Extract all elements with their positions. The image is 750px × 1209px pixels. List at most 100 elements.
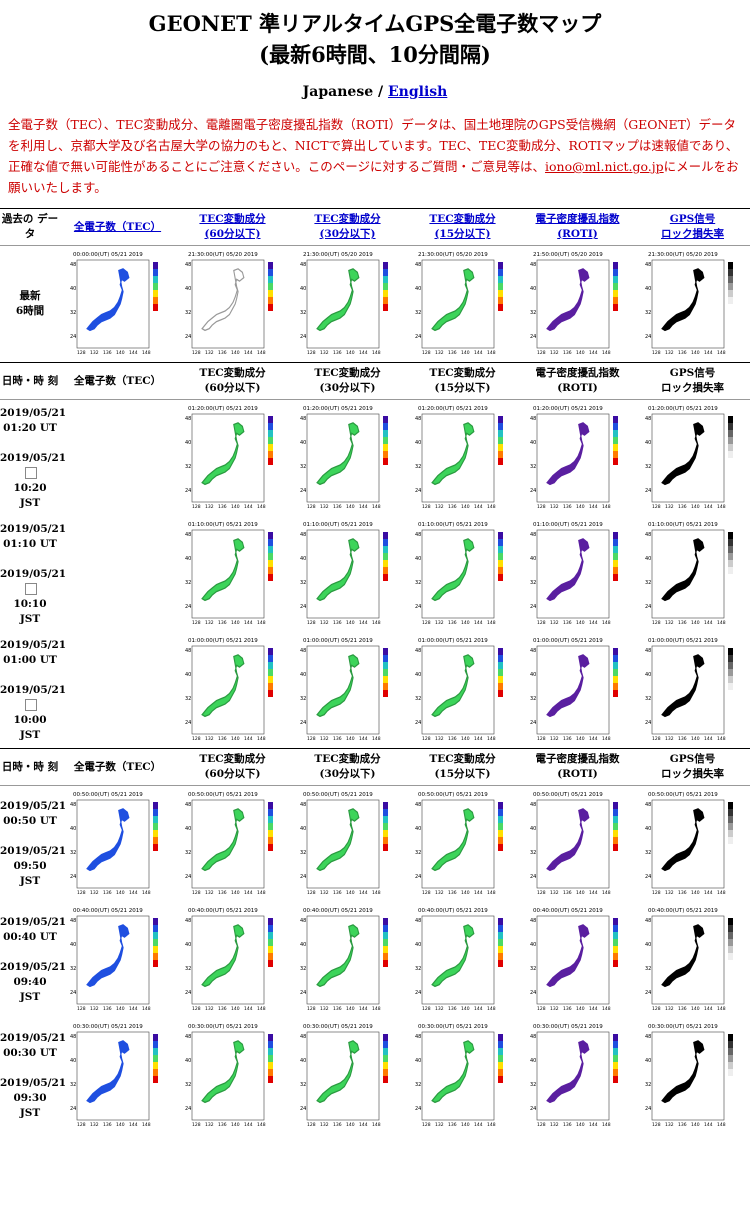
latest-label: 最新 6時間 bbox=[15, 290, 45, 317]
svg-text:24: 24 bbox=[415, 990, 421, 996]
svg-text:128: 128 bbox=[652, 504, 661, 510]
tec-map-cell[interactable]: 00:50:00(UT) 05/21 2019 48 40 32 24 128 132 136… bbox=[60, 786, 175, 903]
tec60-map-cell[interactable]: 00:50:00(UT) 05/21 2019 48 40 32 24 128 132 136… bbox=[175, 786, 290, 903]
latest-tec15-map[interactable]: 21:30:00(UT) 05/20 2019 48 40 32 24 128 132 136… bbox=[405, 246, 520, 363]
svg-text:140: 140 bbox=[576, 350, 585, 356]
map-timestamp: 01:20:00(UT) 05/21 2019 bbox=[188, 406, 258, 412]
svg-text:140: 140 bbox=[231, 1006, 240, 1012]
gps-map-cell[interactable]: 00:50:00(UT) 05/21 2019 48 40 32 24 128 132 136… bbox=[635, 786, 750, 903]
svg-text:48: 48 bbox=[70, 918, 76, 924]
select-checkbox[interactable] bbox=[25, 698, 37, 711]
svg-text:24: 24 bbox=[300, 488, 306, 494]
tec15-link[interactable]: TEC変動成分 (15分以下) bbox=[429, 213, 496, 240]
gps-map-cell[interactable]: 01:10:00(UT) 05/21 2019 48 40 32 24 128 132 136… bbox=[635, 516, 750, 632]
tec30-map-cell[interactable]: 00:40:00(UT) 05/21 2019 48 40 32 24 128 132 136… bbox=[290, 902, 405, 1018]
row-datetime: 2019/05/21 01:20 UT 2019/05/21 10:20 JST bbox=[0, 406, 67, 509]
latest-gps-map[interactable]: 21:30:00(UT) 05/20 2019 48 40 32 24 128 132 136… bbox=[635, 246, 750, 363]
roti-map-cell[interactable]: 01:00:00(UT) 05/21 2019 48 40 32 24 128 132 136… bbox=[520, 632, 635, 749]
tec30-map-cell[interactable]: 01:00:00(UT) 05/21 2019 48 40 32 24 128 132 136… bbox=[290, 632, 405, 749]
tec-link[interactable]: 全電子数（TEC） bbox=[73, 220, 162, 233]
gps-link[interactable]: GPS信号 ロック損失率 bbox=[661, 213, 724, 240]
svg-text:136: 136 bbox=[563, 890, 572, 896]
svg-text:144: 144 bbox=[129, 1006, 138, 1012]
tec60-map-cell[interactable]: 01:20:00(UT) 05/21 2019 48 40 32 24 128 132 136… bbox=[175, 400, 290, 517]
roti-map-cell[interactable]: 01:20:00(UT) 05/21 2019 48 40 32 24 128 132 136… bbox=[520, 400, 635, 517]
roti-map-cell[interactable]: 00:30:00(UT) 05/21 2019 48 40 32 24 128 132 136… bbox=[520, 1018, 635, 1134]
map-timestamp: 00:40:00(UT) 05/21 2019 bbox=[188, 908, 258, 914]
map-row: 2019/05/21 00:30 UT 2019/05/21 09:30 JST 00:3… bbox=[0, 1018, 750, 1134]
select-checkbox[interactable] bbox=[25, 466, 37, 479]
datetime-header: 日時・時 刻 bbox=[0, 748, 60, 786]
svg-text:148: 148 bbox=[602, 1122, 611, 1128]
svg-text:132: 132 bbox=[320, 890, 329, 896]
svg-text:132: 132 bbox=[90, 350, 99, 356]
svg-text:48: 48 bbox=[415, 1034, 421, 1040]
map-timestamp: 01:20:00(UT) 05/21 2019 bbox=[303, 406, 373, 412]
svg-text:148: 148 bbox=[372, 1122, 381, 1128]
tec60-map-cell[interactable]: 01:10:00(UT) 05/21 2019 48 40 32 24 128 132 136… bbox=[175, 516, 290, 632]
svg-text:40: 40 bbox=[300, 826, 306, 832]
map-timestamp: 01:10:00(UT) 05/21 2019 bbox=[648, 522, 718, 528]
tec30-map-cell[interactable]: 00:30:00(UT) 05/21 2019 48 40 32 24 128 132 136… bbox=[290, 1018, 405, 1134]
svg-text:48: 48 bbox=[185, 262, 191, 268]
tec15-map-cell[interactable]: 01:20:00(UT) 05/21 2019 48 40 32 24 128 132 136… bbox=[405, 400, 520, 517]
tec60-link[interactable]: TEC変動成分 (60分以下) bbox=[199, 213, 266, 240]
svg-text:128: 128 bbox=[192, 1122, 201, 1128]
latest-roti-map[interactable]: 21:50:00(UT) 05/20 2019 48 40 32 24 128 132 136… bbox=[520, 246, 635, 363]
latest-tec30-map[interactable]: 21:30:00(UT) 05/20 2019 48 40 32 24 128 132 136… bbox=[290, 246, 405, 363]
tec15-map-cell[interactable]: 00:30:00(UT) 05/21 2019 48 40 32 24 128 132 136… bbox=[405, 1018, 520, 1134]
tec-header: 全電子数（TEC） bbox=[60, 748, 175, 786]
svg-text:140: 140 bbox=[461, 1122, 470, 1128]
svg-text:136: 136 bbox=[448, 1122, 457, 1128]
svg-text:140: 140 bbox=[576, 1006, 585, 1012]
svg-text:24: 24 bbox=[185, 604, 191, 610]
tec60-map-cell[interactable]: 01:00:00(UT) 05/21 2019 48 40 32 24 128 132 136… bbox=[175, 632, 290, 749]
svg-text:132: 132 bbox=[550, 736, 559, 742]
email-link[interactable]: iono@ml.nict.go.jp bbox=[545, 159, 664, 174]
svg-text:140: 140 bbox=[691, 1122, 700, 1128]
latest-tec60-map[interactable]: 21:30:00(UT) 05/20 2019 48 40 32 24 128 132 136… bbox=[175, 246, 290, 363]
tec15-map-cell[interactable]: 01:00:00(UT) 05/21 2019 48 40 32 24 128 132 136… bbox=[405, 632, 520, 749]
svg-text:48: 48 bbox=[300, 1034, 306, 1040]
gps-map-cell[interactable]: 00:30:00(UT) 05/21 2019 48 40 32 24 128 132 136… bbox=[635, 1018, 750, 1134]
tec-map-cell[interactable]: 00:40:00(UT) 05/21 2019 48 40 32 24 128 132 136… bbox=[60, 902, 175, 1018]
svg-text:32: 32 bbox=[530, 1082, 536, 1088]
roti-map-cell[interactable]: 00:50:00(UT) 05/21 2019 48 40 32 24 128 132 136… bbox=[520, 786, 635, 903]
tec15-map-cell[interactable]: 00:50:00(UT) 05/21 2019 48 40 32 24 128 132 136… bbox=[405, 786, 520, 903]
svg-text:48: 48 bbox=[300, 918, 306, 924]
svg-text:40: 40 bbox=[185, 556, 191, 562]
svg-text:148: 148 bbox=[142, 890, 151, 896]
lang-english-link[interactable]: English bbox=[387, 84, 448, 100]
svg-text:40: 40 bbox=[70, 942, 76, 948]
svg-text:132: 132 bbox=[665, 1006, 674, 1012]
svg-text:140: 140 bbox=[116, 890, 125, 896]
title-line2: (最新6時間、10分間隔) bbox=[259, 42, 491, 67]
tec15-map-cell[interactable]: 00:40:00(UT) 05/21 2019 48 40 32 24 128 132 136… bbox=[405, 902, 520, 1018]
svg-text:24: 24 bbox=[645, 874, 651, 880]
tec60-map-cell[interactable]: 00:30:00(UT) 05/21 2019 48 40 32 24 128 132 136… bbox=[175, 1018, 290, 1134]
roti-map-cell[interactable]: 01:10:00(UT) 05/21 2019 48 40 32 24 128 132 136… bbox=[520, 516, 635, 632]
svg-text:48: 48 bbox=[185, 1034, 191, 1040]
svg-text:148: 148 bbox=[372, 504, 381, 510]
svg-text:48: 48 bbox=[530, 532, 536, 538]
tec60-map-cell[interactable]: 00:40:00(UT) 05/21 2019 48 40 32 24 128 132 136… bbox=[175, 902, 290, 1018]
svg-text:128: 128 bbox=[652, 620, 661, 626]
gps-map-cell[interactable]: 00:40:00(UT) 05/21 2019 48 40 32 24 128 132 136… bbox=[635, 902, 750, 1018]
svg-text:132: 132 bbox=[320, 620, 329, 626]
tec30-link[interactable]: TEC変動成分 (30分以下) bbox=[314, 213, 381, 240]
tec30-map-cell[interactable]: 01:10:00(UT) 05/21 2019 48 40 32 24 128 132 136… bbox=[290, 516, 405, 632]
gps-map-cell[interactable]: 01:00:00(UT) 05/21 2019 48 40 32 24 128 132 136… bbox=[635, 632, 750, 749]
map-table: 過去の データ 全電子数（TEC） TEC変動成分 (60分以下) TEC変動成分… bbox=[0, 208, 750, 1134]
svg-text:32: 32 bbox=[185, 580, 191, 586]
gps-map-cell[interactable]: 01:20:00(UT) 05/21 2019 48 40 32 24 128 132 136… bbox=[635, 400, 750, 517]
roti-map-cell[interactable]: 00:40:00(UT) 05/21 2019 48 40 32 24 128 132 136… bbox=[520, 902, 635, 1018]
tec15-map-cell[interactable]: 01:10:00(UT) 05/21 2019 48 40 32 24 128 132 136… bbox=[405, 516, 520, 632]
tec30-map-cell[interactable]: 01:20:00(UT) 05/21 2019 48 40 32 24 128 132 136… bbox=[290, 400, 405, 517]
tec30-map-cell[interactable]: 00:50:00(UT) 05/21 2019 48 40 32 24 128 132 136… bbox=[290, 786, 405, 903]
latest-row: 最新 6時間 00:00:00(UT) 05/21 2019 48 40 32 24 128… bbox=[0, 246, 750, 363]
latest-tec-map[interactable]: 00:00:00(UT) 05/21 2019 48 40 32 24 128 132 136… bbox=[60, 246, 175, 363]
select-checkbox[interactable] bbox=[25, 582, 37, 595]
tec-map-cell[interactable]: 00:30:00(UT) 05/21 2019 48 40 32 24 128 132 136… bbox=[60, 1018, 175, 1134]
roti-link[interactable]: 電子密度擾乱指数 (ROTI) bbox=[535, 213, 620, 240]
map-timestamp: 01:00:00(UT) 05/21 2019 bbox=[188, 638, 258, 644]
